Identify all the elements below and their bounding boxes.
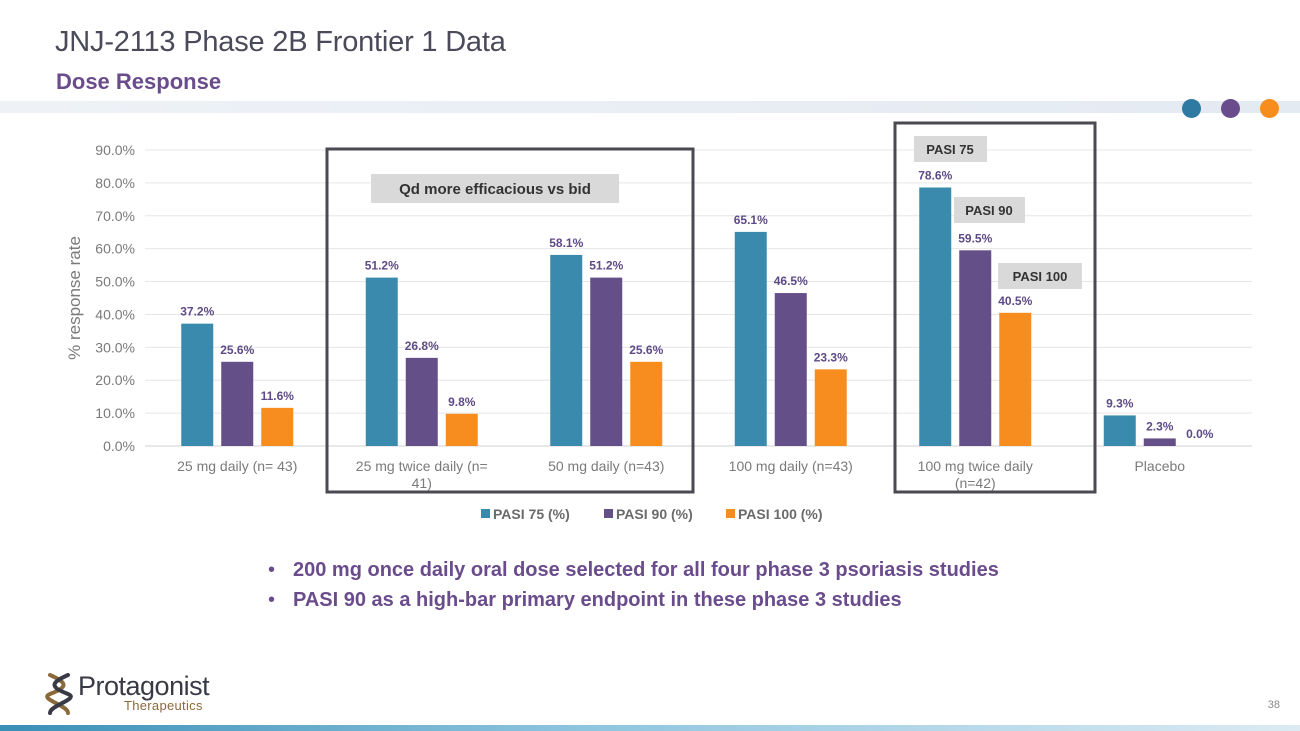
legend-label-pasi75: PASI 75 (%) xyxy=(493,506,570,522)
dose-response-chart: 0.0% 10.0% 20.0% 30.0% 40.0% 50.0% 60.0% 70.0% 8… xyxy=(65,121,1252,522)
x-category-label: 50 mg daily (n=43) xyxy=(548,458,664,474)
legend-swatch-pasi90 xyxy=(604,509,613,518)
bar-pasi90 xyxy=(405,357,438,446)
x-category-label: 25 mg twice daily (n= 41) xyxy=(356,458,488,491)
accent-dot-blue xyxy=(1182,99,1201,118)
slide-subtitle: Dose Response xyxy=(56,69,222,94)
data-label-pasi100: 9.8% xyxy=(448,395,476,409)
slide-title: JNJ-2113 Phase 2B Frontier 1 Data xyxy=(55,26,506,58)
bar-pasi75 xyxy=(550,254,583,446)
data-label-pasi75: 78.6% xyxy=(918,168,952,182)
logo-name: Protagonist xyxy=(78,671,210,701)
takeaway-text: 200 mg once daily oral dose selected for… xyxy=(293,559,999,581)
x-axis-category-labels: 25 mg daily (n= 43) 25 mg twice daily (n=… xyxy=(177,458,1185,491)
pasi100-callout-text: PASI 100 xyxy=(1013,269,1068,284)
data-label-pasi75: 9.3% xyxy=(1106,396,1134,410)
legend-swatch-pasi75 xyxy=(481,509,490,518)
data-label-pasi90: 46.5% xyxy=(774,274,808,288)
y-tick-label: 70.0% xyxy=(95,208,135,224)
data-label-pasi90: 59.5% xyxy=(958,231,992,245)
qd-callout-text: Qd more efficacious vs bid xyxy=(399,181,591,198)
takeaway-bullet: • PASI 90 as a high-bar primary endpoint … xyxy=(268,585,999,615)
data-label-pasi100: 0.0% xyxy=(1186,427,1214,441)
bar-pasi100 xyxy=(999,312,1032,446)
bar-pasi100 xyxy=(630,361,663,446)
data-label-pasi90: 2.3% xyxy=(1146,419,1174,433)
y-axis-label: % response rate xyxy=(65,236,84,360)
data-label-pasi90: 26.8% xyxy=(405,339,439,353)
bar-pasi75 xyxy=(181,323,214,446)
x-category-label: 100 mg twice daily (n=42) xyxy=(918,458,1033,491)
legend-label-pasi90: PASI 90 (%) xyxy=(616,506,693,522)
accent-dot-purple xyxy=(1221,99,1240,118)
qd-callout-box xyxy=(371,174,619,203)
takeaway-text: PASI 90 as a high-bar primary endpoint i… xyxy=(293,589,902,611)
bullet-mark: • xyxy=(268,589,276,611)
qd-vs-bid-highlight-frame xyxy=(325,147,695,494)
bar-pasi90 xyxy=(1143,438,1176,446)
pasi75-callout-box xyxy=(914,136,987,162)
page-number: 38 xyxy=(1267,699,1280,711)
y-tick-label: 80.0% xyxy=(95,175,135,191)
bar-pasi90 xyxy=(590,277,623,446)
chart-legend: PASI 75 (%) PASI 90 (%) PASI 100 (%) xyxy=(481,506,823,522)
bar-pasi90 xyxy=(221,361,254,446)
bar-pasi75 xyxy=(1103,415,1136,446)
bar-pasi90 xyxy=(959,250,992,446)
data-label-pasi75: 58.1% xyxy=(549,236,583,250)
bullet-mark: • xyxy=(268,559,276,581)
key-takeaways-list: • 200 mg once daily oral dose selected fo… xyxy=(268,555,999,615)
y-tick-label: 30.0% xyxy=(95,339,135,355)
y-tick-label: 40.0% xyxy=(95,306,135,322)
pasi100-callout-box xyxy=(998,263,1082,289)
y-tick-label: 10.0% xyxy=(95,405,135,421)
data-label-pasi90: 51.2% xyxy=(589,259,623,273)
logo-tagline: Therapeutics xyxy=(124,698,203,713)
chart-gridlines xyxy=(145,149,1252,447)
bar-pasi75 xyxy=(734,231,767,446)
pasi75-callout-text: PASI 75 xyxy=(926,142,973,157)
y-tick-label: 20.0% xyxy=(95,372,135,388)
x-category-label: 100 mg daily (n=43) xyxy=(729,458,853,474)
y-tick-label: 0.0% xyxy=(103,438,135,454)
accent-dot-orange xyxy=(1260,99,1279,118)
data-label-pasi75: 51.2% xyxy=(365,259,399,273)
data-label-pasi100: 40.5% xyxy=(998,294,1032,308)
x-category-label: 25 mg daily (n= 43) xyxy=(177,458,297,474)
bar-pasi100 xyxy=(814,369,847,446)
bar-pasi75 xyxy=(919,187,952,446)
data-label-pasi75: 65.1% xyxy=(734,213,768,227)
legend-label-pasi100: PASI 100 (%) xyxy=(738,506,823,522)
data-label-pasi100: 11.6% xyxy=(261,389,295,403)
data-label-pasi100: 25.6% xyxy=(629,343,663,357)
footer-band xyxy=(0,725,1300,731)
bar-pasi100 xyxy=(445,413,478,446)
bar-series xyxy=(181,187,1176,446)
bar-pasi90 xyxy=(774,293,807,446)
y-axis-tick-labels: 0.0% 10.0% 20.0% 30.0% 40.0% 50.0% 60.0% 70.0% 8… xyxy=(95,142,135,454)
data-label-pasi100: 23.3% xyxy=(814,350,848,364)
bar-pasi100 xyxy=(261,407,294,446)
bar-pasi75 xyxy=(365,277,398,446)
pasi90-callout-text: PASI 90 xyxy=(965,203,1012,218)
x-category-label: Placebo xyxy=(1134,458,1185,474)
pasi90-callout-box xyxy=(954,197,1025,223)
bar-data-labels: 37.2% 25.6% 11.6% 51.2% 26.8% 9.8% 58.1% 51.2% 2… xyxy=(180,168,1214,441)
y-tick-label: 50.0% xyxy=(95,274,135,290)
data-label-pasi75: 37.2% xyxy=(180,305,214,319)
twice-daily-highlight-frame xyxy=(893,121,1097,494)
dna-helix-icon xyxy=(45,673,73,715)
takeaway-bullet: • 200 mg once daily oral dose selected fo… xyxy=(268,555,999,585)
legend-swatch-pasi100 xyxy=(726,509,735,518)
header-band xyxy=(0,101,1300,113)
y-tick-label: 60.0% xyxy=(95,241,135,257)
y-tick-label: 90.0% xyxy=(95,142,135,158)
company-logo: Protagonist Therapeutics xyxy=(44,671,244,715)
data-label-pasi90: 25.6% xyxy=(220,343,254,357)
